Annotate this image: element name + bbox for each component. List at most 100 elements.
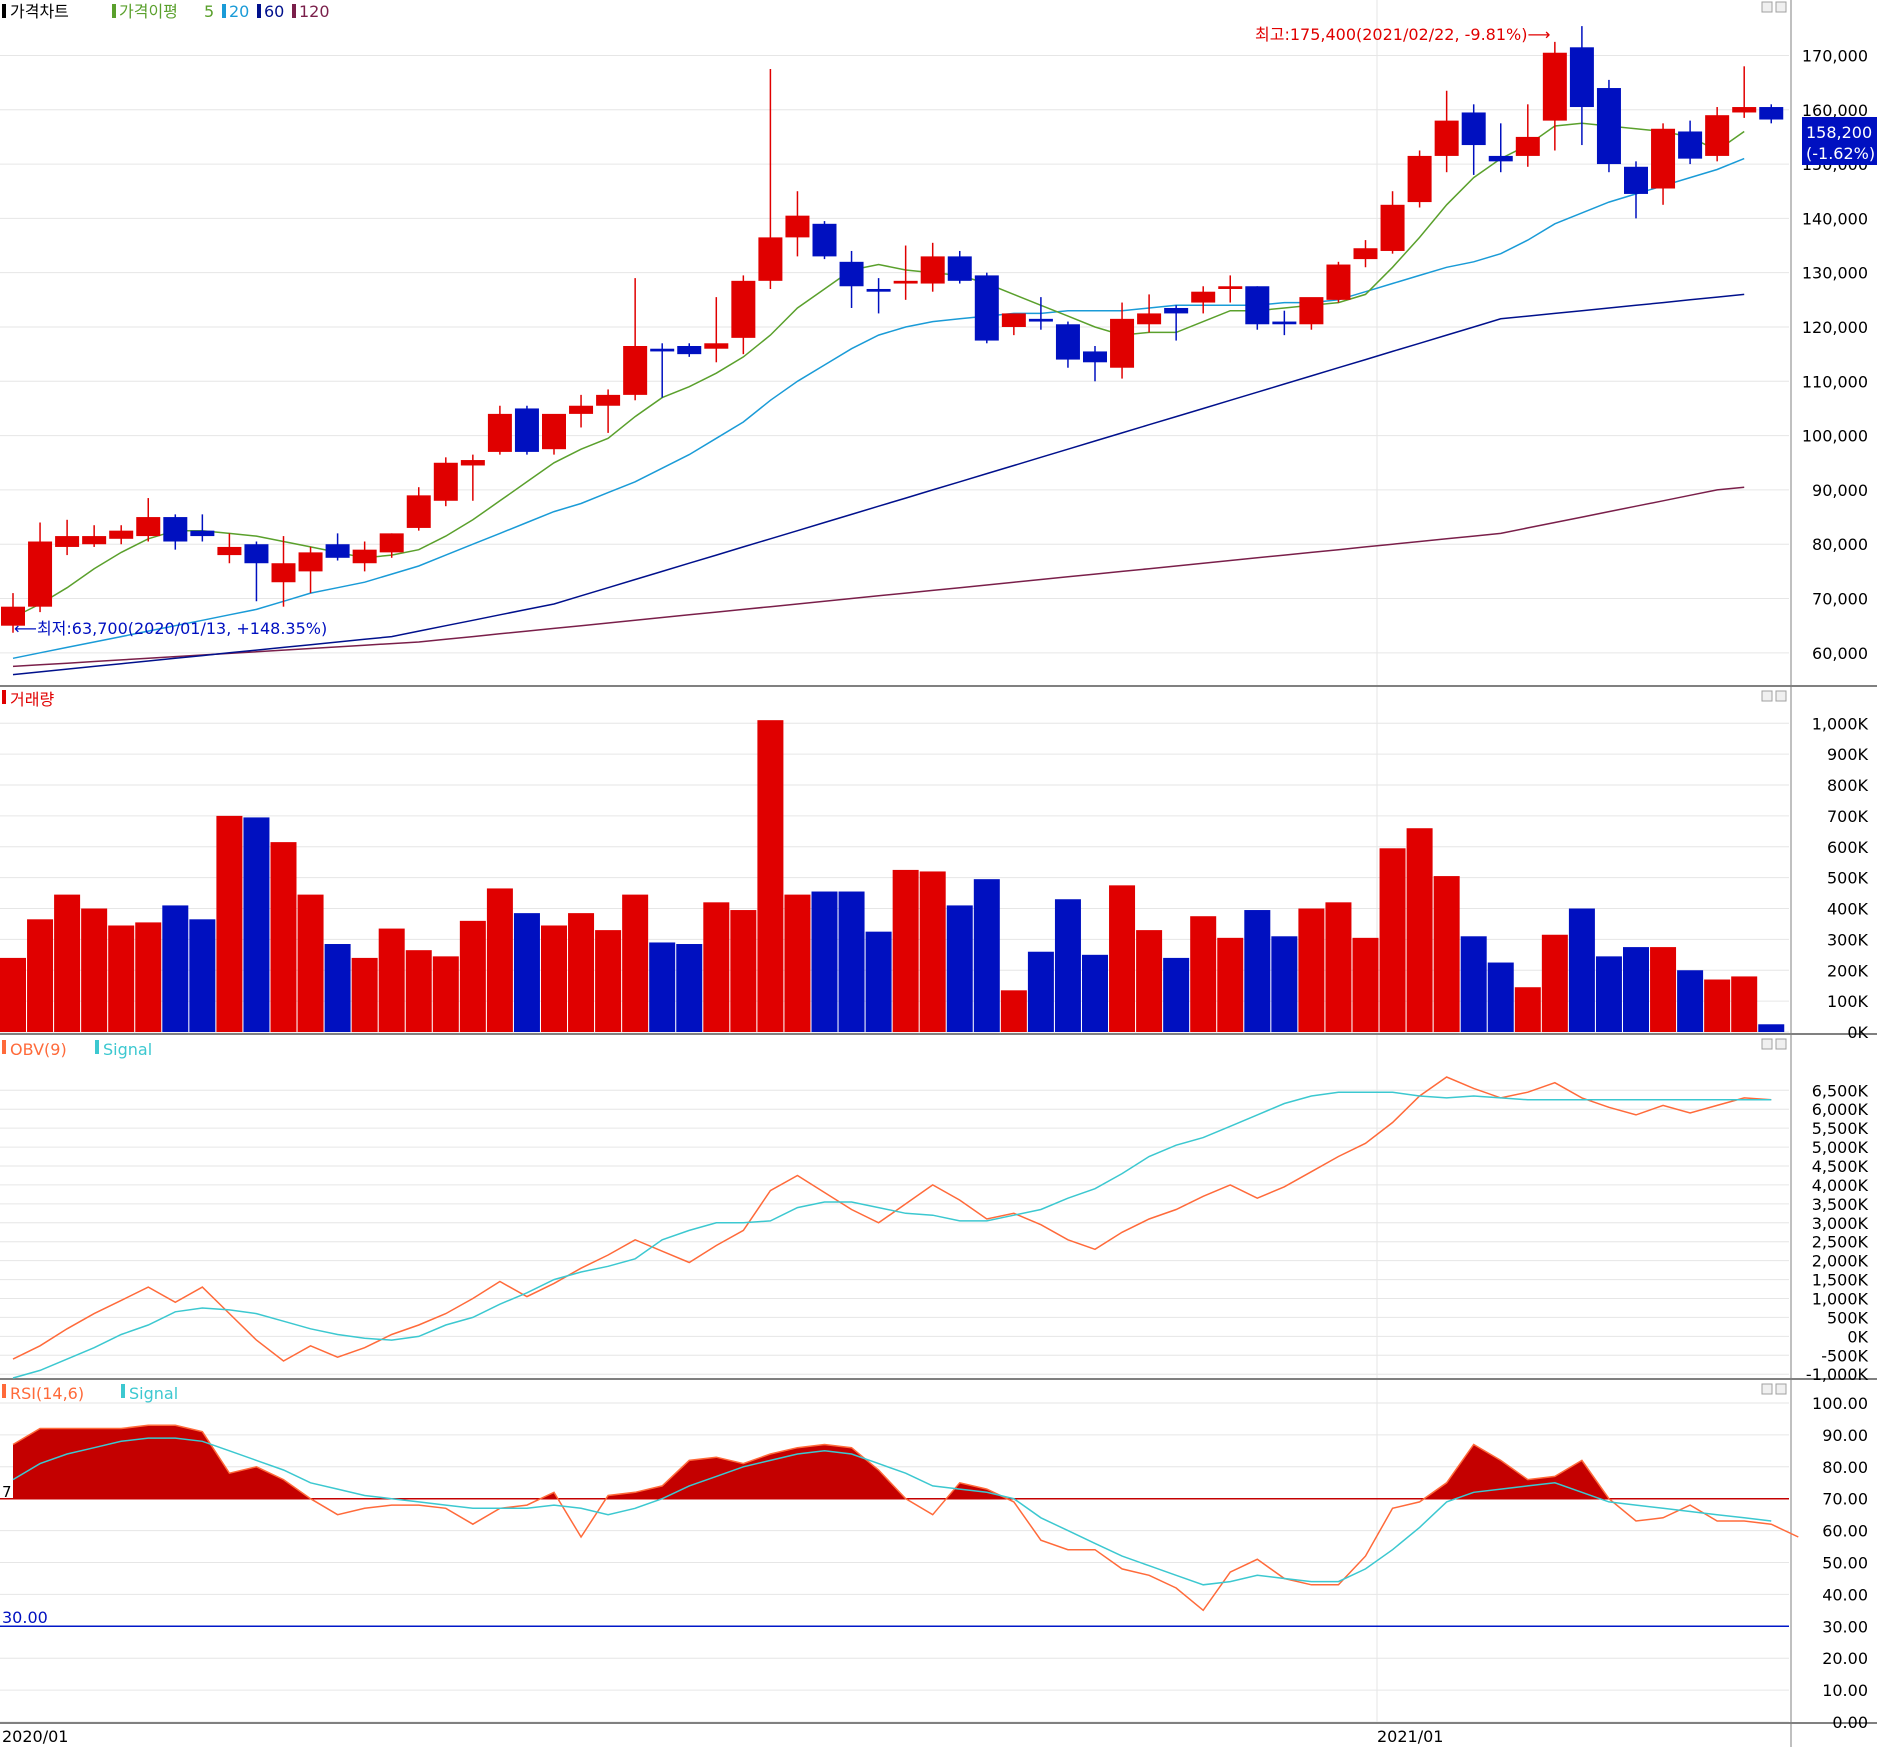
price-y-tick-label: 60,000 (1812, 644, 1868, 663)
candle-body (704, 343, 729, 349)
candle-body (1245, 286, 1270, 325)
price-y-tick-label: 130,000 (1802, 264, 1868, 283)
rsi-y-tick-label: 50.00 (1822, 1554, 1868, 1573)
candle-body (1569, 47, 1594, 108)
volume-y-tick-label: 500K (1827, 869, 1869, 888)
obv-minimize-button[interactable] (1761, 1038, 1773, 1050)
volume-minimize-button[interactable] (1761, 690, 1773, 702)
candle-body (163, 517, 188, 542)
candle-body (55, 536, 80, 547)
volume-bar (919, 871, 946, 1032)
volume-bar (1054, 899, 1081, 1032)
volume-bar (1487, 962, 1514, 1032)
volume-bar (757, 720, 784, 1032)
rsi-line (12, 1424, 1799, 1612)
candle-body (920, 256, 945, 284)
volume-bar (1271, 936, 1298, 1032)
volume-bar (595, 930, 622, 1032)
volume-bar (1541, 934, 1568, 1032)
obv-close-button[interactable] (1775, 1038, 1787, 1050)
price-y-tick-label: 80,000 (1812, 535, 1868, 554)
obv-y-tick-label: 6,000K (1812, 1100, 1869, 1119)
obv-y-tick-label: 5,500K (1812, 1119, 1869, 1138)
candle-body (460, 460, 485, 466)
volume-bar (1460, 936, 1487, 1032)
volume-bar (0, 957, 26, 1032)
volume-bar (1325, 902, 1352, 1032)
volume-bar (1406, 828, 1433, 1032)
volume-close-button[interactable] (1775, 690, 1787, 702)
volume-bar (1190, 916, 1217, 1032)
price-y-tick-label: 90,000 (1812, 481, 1868, 500)
current-price-tag: 158,200 (-1.62%) (1802, 117, 1877, 165)
obv-y-tick-label: 3,500K (1812, 1195, 1869, 1214)
price-minimize-button[interactable] (1761, 1, 1773, 13)
volume-bar (568, 913, 595, 1032)
rsi-close-button[interactable] (1775, 1383, 1787, 1395)
candle-body (190, 530, 215, 537)
obv-y-tick-label: 3,000K (1812, 1214, 1869, 1233)
x-label-2021: 2021/01 (1377, 1727, 1443, 1746)
ma5-legend: 5 (204, 2, 214, 21)
candle-body (542, 413, 566, 450)
price-close-button[interactable] (1775, 1, 1787, 13)
candle-body (1272, 321, 1297, 325)
candle-body (1, 606, 25, 626)
candle-body (82, 536, 107, 545)
volume-bar (1704, 979, 1731, 1032)
volume-bar (1677, 970, 1704, 1032)
obv-y-tick-label: 6,500K (1812, 1081, 1869, 1100)
candle-body (1488, 155, 1513, 162)
volume-y-tick-label: 300K (1827, 930, 1869, 949)
x-axis: 2020/01 2021/01 (2, 1727, 1443, 1746)
candle-body (1083, 351, 1107, 363)
obv-title: OBV(9) (10, 1040, 67, 1059)
rsi-y-tick-label: 80.00 (1822, 1458, 1868, 1477)
volume-bar (459, 920, 486, 1032)
ma20-legend: 20 (229, 2, 249, 21)
candle-body (1326, 264, 1351, 300)
candle-body (1732, 107, 1757, 113)
price-y-tick-label: 100,000 (1802, 427, 1868, 446)
volume-bar (27, 919, 54, 1032)
candle-body (28, 541, 53, 607)
volume-bar (486, 888, 513, 1032)
volume-bar (541, 925, 567, 1032)
candle-body (1407, 155, 1432, 203)
obv-lines (12, 1076, 1772, 1379)
rsi-y-tick-label: 100.00 (1812, 1394, 1868, 1413)
volume-bar (703, 902, 730, 1032)
volume-bar (1568, 908, 1595, 1032)
candle-body (1137, 313, 1162, 325)
current-change: (-1.62%) (1806, 144, 1875, 163)
volume-legend: 거래량 (2, 690, 54, 709)
obv-y-tick-label: 1,000K (1812, 1290, 1869, 1309)
candle-body (569, 405, 594, 414)
candle-body (1001, 313, 1026, 327)
candle-body (1110, 318, 1135, 368)
volume-bar (838, 891, 865, 1032)
candle-body (596, 394, 621, 406)
volume-y-tick-label: 900K (1827, 745, 1869, 764)
volume-y-tick-label: 600K (1827, 838, 1869, 857)
ma120-line (12, 486, 1745, 668)
volume-bar (1379, 848, 1406, 1032)
volume-bar (54, 894, 81, 1032)
rsi-y-tick-label: 20.00 (1822, 1649, 1868, 1668)
volume-bar (108, 925, 135, 1032)
rsi-y-tick-label: 90.00 (1822, 1426, 1868, 1445)
volume-y-tick-label: 0K (1847, 1023, 1868, 1042)
candle-body (866, 288, 891, 292)
volume-title: 거래량 (10, 690, 54, 709)
rsi-minimize-button[interactable] (1761, 1383, 1773, 1395)
candle-body (947, 256, 972, 281)
volume-bar (784, 894, 811, 1032)
volume-bar (676, 944, 703, 1032)
rsi-y-tick-label: 0.00 (1832, 1713, 1868, 1732)
price-y-tick-label: 70,000 (1812, 590, 1868, 609)
candle-body (244, 544, 269, 564)
volume-bar (324, 944, 351, 1032)
obv-y-tick-label: -500K (1821, 1346, 1868, 1365)
price-y-tick-label: 120,000 (1802, 318, 1868, 337)
